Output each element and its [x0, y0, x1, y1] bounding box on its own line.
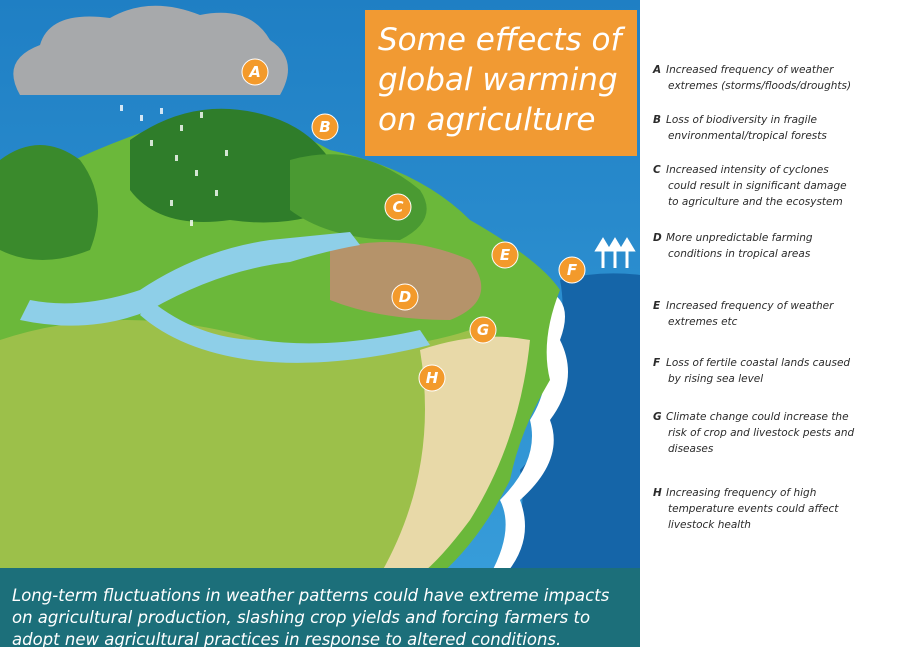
- legend-letter: B: [653, 114, 661, 126]
- legend-letter: H: [653, 487, 662, 499]
- legend-text: conditions in tropical areas: [668, 248, 811, 260]
- legend-text: Climate change could increase the: [666, 411, 849, 423]
- legend-letter: C: [653, 164, 661, 176]
- legend-text: extremes etc: [668, 316, 738, 328]
- legend-letter: G: [653, 411, 662, 423]
- marker-label: E: [500, 246, 511, 264]
- legend-text: Increased frequency of weather: [666, 300, 834, 312]
- title-line: global warming: [378, 62, 618, 98]
- legend-letter: A: [652, 64, 661, 76]
- legend-letter: E: [653, 300, 661, 312]
- marker-label: D: [399, 288, 411, 306]
- caption-line: Long-term fluctuations in weather patter…: [12, 586, 610, 605]
- legend-text: environmental/tropical forests: [668, 130, 827, 142]
- legend-text: by rising sea level: [668, 373, 763, 385]
- marker-label: F: [567, 261, 578, 279]
- legend-text: Increased intensity of cyclones: [666, 164, 829, 176]
- legend-text: Loss of biodiversity in fragile: [666, 114, 817, 126]
- caption-line: adopt new agricultural practices in resp…: [12, 630, 561, 647]
- marker-label: G: [477, 321, 489, 339]
- legend-text: More unpredictable farming: [666, 232, 813, 244]
- marker-label: H: [426, 369, 439, 387]
- legend-text: extremes (storms/floods/droughts): [668, 80, 851, 92]
- legend-text: diseases: [668, 443, 714, 455]
- caption-line: on agricultural production, slashing cro…: [12, 608, 590, 627]
- title-line: Some effects of: [378, 22, 625, 58]
- legend-text: could result in significant damage: [668, 180, 847, 192]
- legend-text: temperature events could affect: [668, 503, 839, 515]
- legend-letter: D: [653, 232, 662, 244]
- title-line: on agriculture: [378, 102, 595, 138]
- infographic: Some effects of global warming on agricult…: [0, 0, 915, 647]
- marker-label: B: [319, 118, 330, 136]
- legend-text: livestock health: [668, 519, 751, 531]
- legend-text: Loss of fertile coastal lands caused: [666, 357, 850, 369]
- legend-text: risk of crop and livestock pests and: [668, 427, 855, 439]
- legend-text: to agriculture and the ecosystem: [668, 196, 843, 208]
- legend-text: Increased frequency of weather: [666, 64, 834, 76]
- legend-letter: F: [653, 357, 661, 369]
- marker-label: A: [248, 63, 261, 81]
- marker-label: C: [392, 198, 403, 216]
- legend-text: Increasing frequency of high: [666, 487, 816, 499]
